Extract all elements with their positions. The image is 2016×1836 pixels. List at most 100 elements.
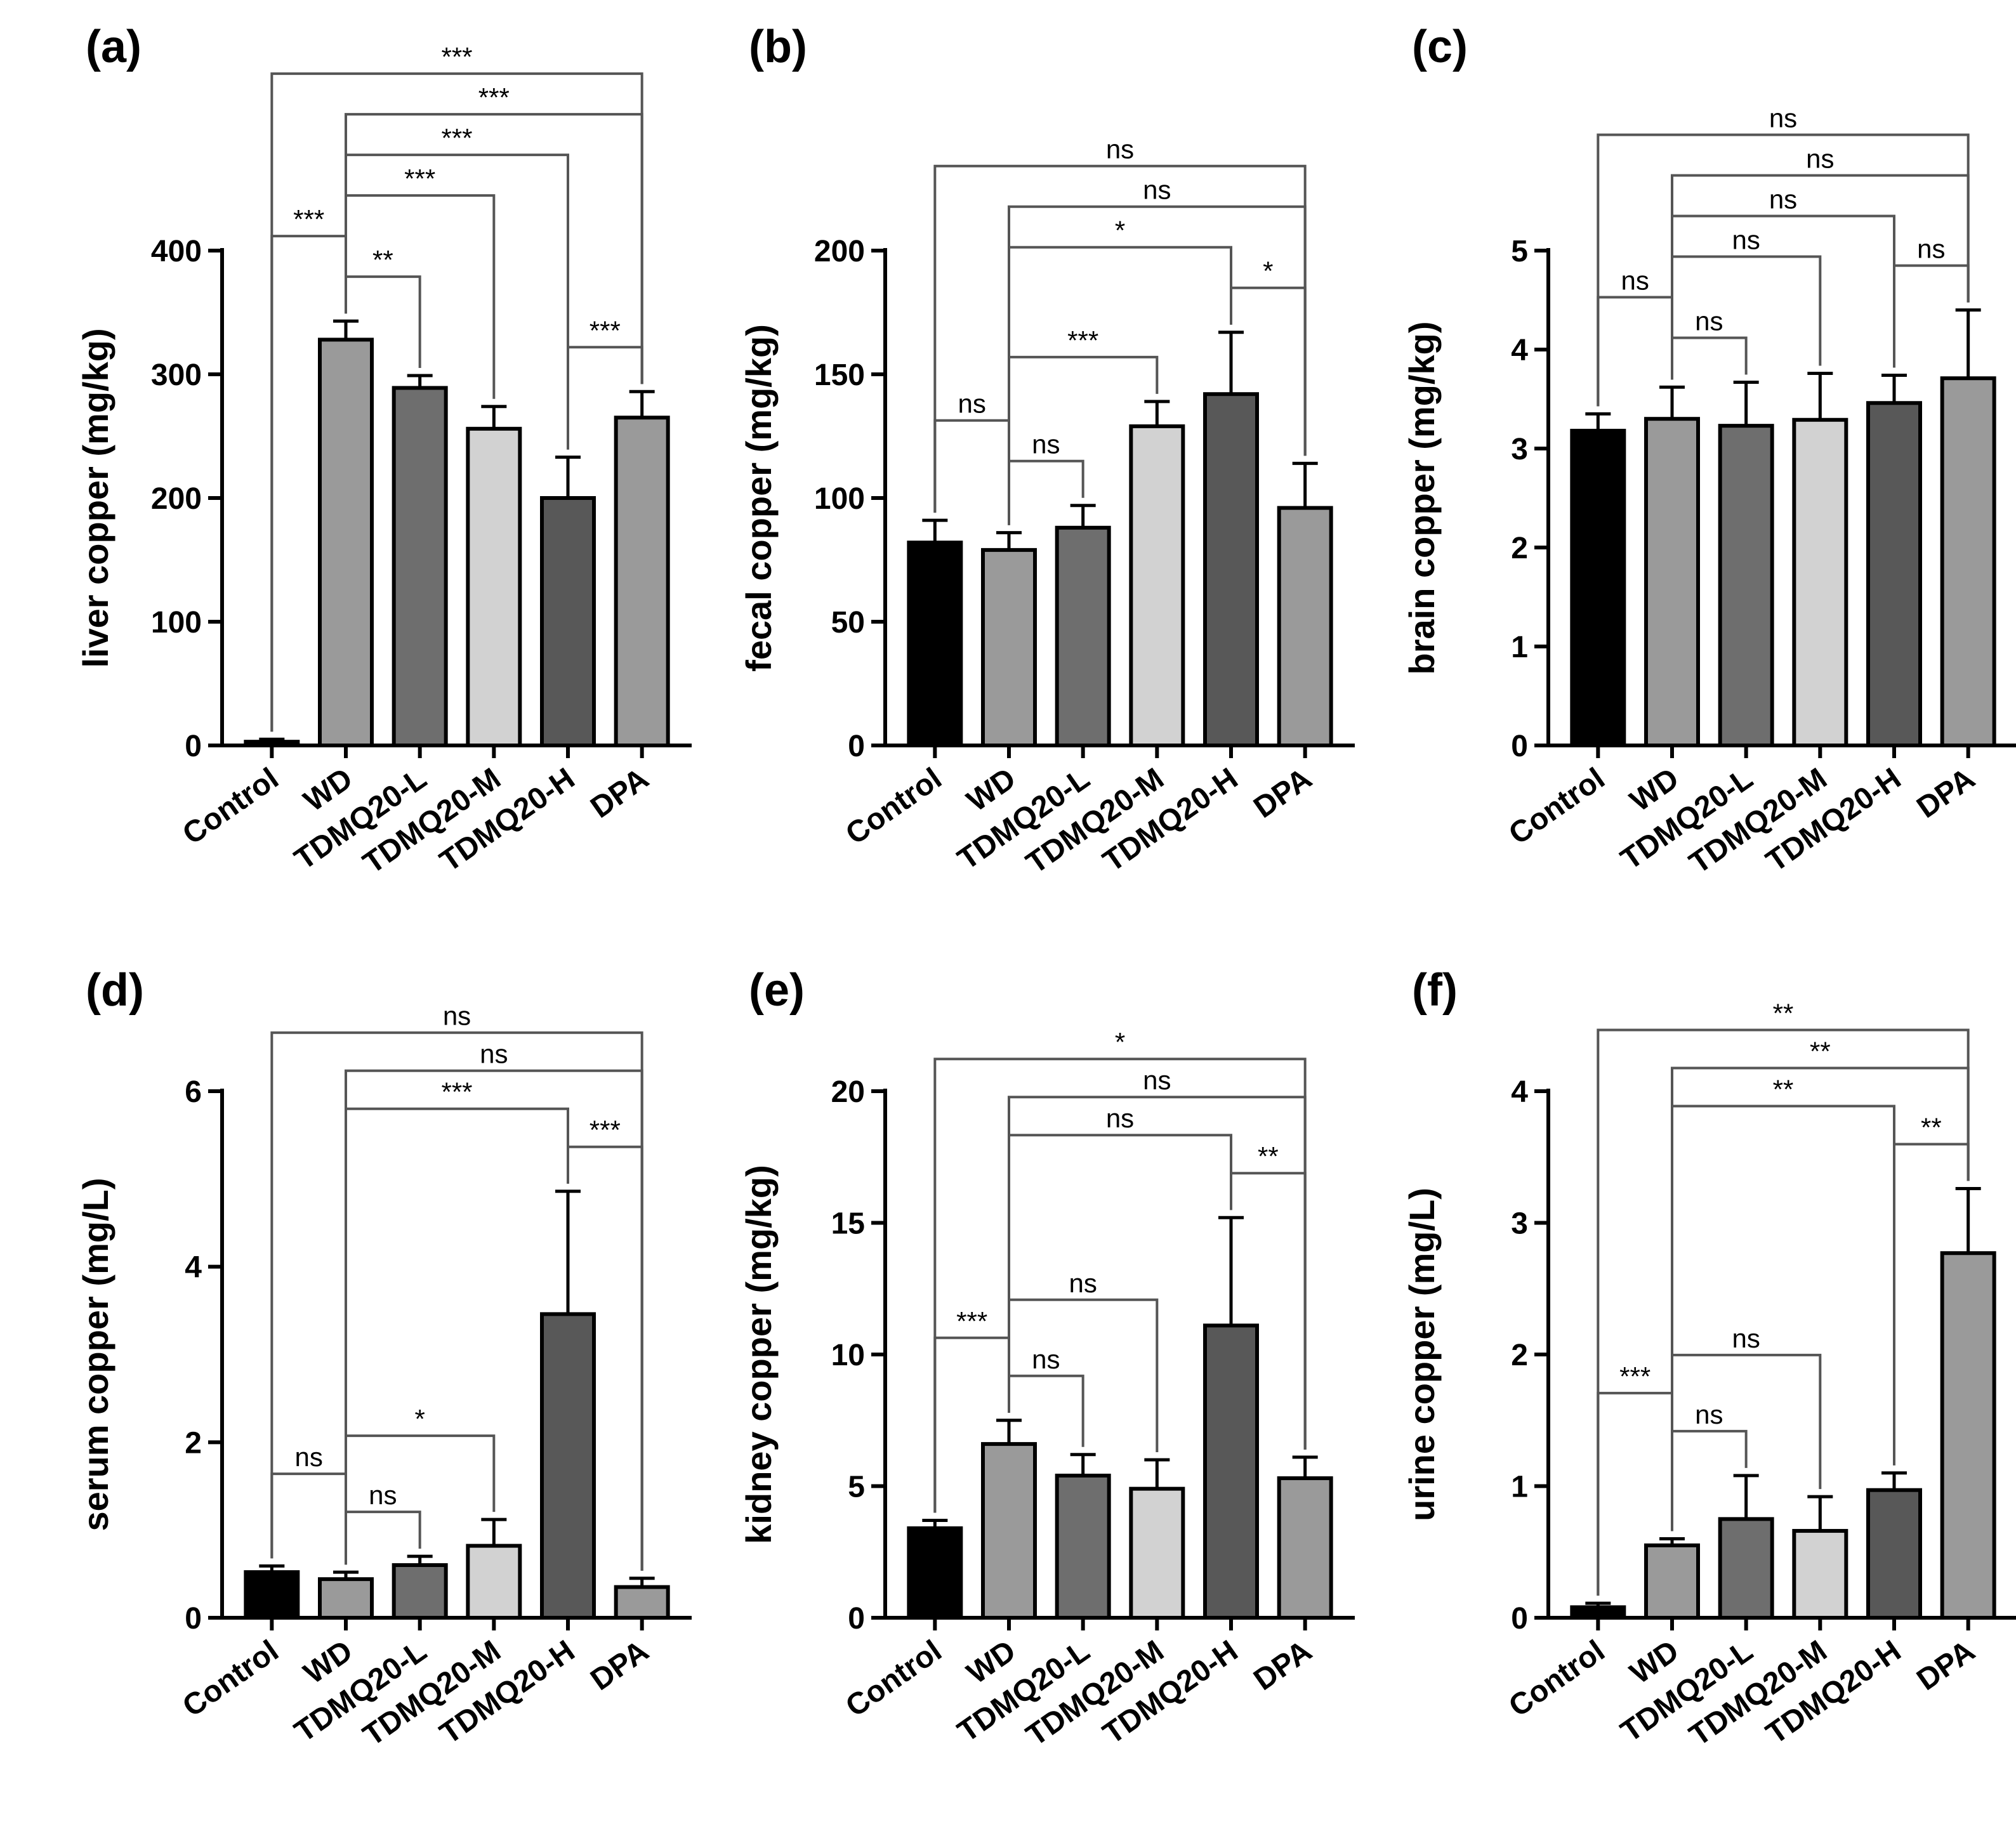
- bar-tdmq20-m: [1792, 1529, 1848, 1620]
- x-tick-label: Control: [1503, 1634, 1611, 1724]
- bar-control: [907, 541, 963, 747]
- significance-label: **: [1921, 1113, 1942, 1143]
- bar-dpa: [614, 1585, 670, 1620]
- x-tick-label: DPA: [1911, 762, 1980, 825]
- y-tick-label: 20: [831, 1075, 865, 1109]
- significance-label: ns: [1732, 225, 1760, 254]
- x-tick-label: Control: [1503, 762, 1611, 851]
- panel-label: (f): [1412, 965, 1458, 1016]
- significance-label: ns: [1143, 175, 1171, 205]
- significance-label: ns: [1769, 184, 1797, 214]
- bar-tdmq20-m: [1129, 1486, 1185, 1620]
- significance-label: ns: [1106, 134, 1134, 164]
- y-tick-label: 2: [185, 1426, 202, 1460]
- bar-tdmq20-h: [1203, 392, 1259, 747]
- y-tick-label: 300: [151, 358, 202, 392]
- significance-bracket: [1008, 1374, 1084, 1447]
- bar-tdmq20-l: [392, 1563, 448, 1620]
- y-tick-label: 0: [1511, 730, 1528, 763]
- y-axis-label: fecal copper (mg/kg): [739, 324, 779, 672]
- bar-control: [907, 1526, 963, 1620]
- bar-tdmq20-l: [1718, 1517, 1774, 1620]
- chart-panel-b: (b) fecal copper (mg/kg) 0 50 100 150 200 Contr…: [739, 22, 1355, 881]
- y-axis-label: serum copper (mg/L): [76, 1178, 115, 1531]
- y-tick-label: 4: [1511, 334, 1528, 367]
- bar-dpa: [1940, 1251, 1996, 1620]
- bar-control: [1570, 428, 1626, 747]
- y-tick-label: 150: [814, 358, 865, 392]
- significance-label: ***: [441, 123, 472, 153]
- significance-label: **: [372, 245, 393, 275]
- significance-label: ***: [404, 164, 435, 193]
- significance-bracket: [1671, 214, 1895, 380]
- y-tick-label: 1: [1511, 631, 1528, 664]
- x-tick-label: DPA: [1248, 1634, 1317, 1698]
- significance-label: ns: [1106, 1103, 1134, 1133]
- significance-label: ns: [1695, 1400, 1723, 1429]
- significance-label: ns: [1621, 265, 1649, 295]
- y-tick-label: 200: [814, 235, 865, 268]
- significance-bracket: [1671, 336, 1748, 380]
- bar-wd: [1644, 417, 1700, 747]
- bar-wd: [1644, 1543, 1700, 1620]
- y-tick-label: 10: [831, 1339, 865, 1372]
- significance-label: **: [1773, 1075, 1794, 1105]
- significance-bracket: [1597, 133, 1970, 407]
- significance-label: ns: [1917, 234, 1945, 264]
- y-axis-label: brain copper (mg/kg): [1402, 322, 1442, 675]
- significance-bracket: [933, 164, 1307, 513]
- x-tick-label: DPA: [584, 762, 654, 825]
- significance-label: ns: [1732, 1323, 1760, 1353]
- significance-label: ***: [590, 1115, 621, 1145]
- panel-label: (d): [86, 965, 144, 1016]
- y-tick-label: 15: [831, 1207, 865, 1241]
- y-tick-label: 0: [1511, 1602, 1528, 1636]
- y-tick-label: 200: [151, 482, 202, 516]
- significance-label: ***: [956, 1306, 987, 1336]
- significance-label: ns: [1695, 306, 1723, 336]
- significance-label: *: [1115, 216, 1125, 246]
- y-tick-label: 2: [1511, 532, 1528, 565]
- bar-tdmq20-l: [1055, 525, 1111, 747]
- x-tick-label: DPA: [1911, 1634, 1980, 1698]
- significance-label: ***: [1619, 1361, 1650, 1391]
- significance-bracket: [1671, 1429, 1748, 1531]
- significance-label: ns: [1806, 143, 1834, 173]
- bar-tdmq20-l: [1055, 1473, 1111, 1620]
- x-tick-label: Control: [176, 762, 284, 851]
- x-tick-label: Control: [840, 1634, 947, 1724]
- significance-bracket: [1597, 1028, 1970, 1596]
- bar-tdmq20-l: [392, 386, 448, 747]
- significance-bracket: [345, 154, 569, 450]
- bar-dpa: [614, 416, 670, 747]
- significance-label: *: [1263, 256, 1273, 286]
- bar-tdmq20-m: [1792, 417, 1848, 747]
- significance-bracket: [270, 1031, 643, 1571]
- significance-label: ns: [443, 1001, 471, 1031]
- y-tick-label: 3: [1511, 433, 1528, 466]
- bar-dpa: [1277, 506, 1333, 747]
- significance-bracket: [270, 72, 643, 732]
- significance-label: ***: [478, 82, 510, 112]
- y-tick-label: 5: [1511, 235, 1528, 268]
- significance-bracket: [1893, 264, 1970, 368]
- significance-label: *: [414, 1404, 425, 1434]
- y-tick-label: 4: [1511, 1075, 1528, 1109]
- significance-label: ns: [369, 1480, 397, 1510]
- chart-panel-a: (a) liver copper (mg/kg) 0 100 200 300 400 Cont…: [76, 22, 692, 881]
- y-tick-label: 1: [1511, 1471, 1528, 1504]
- significance-label: ns: [294, 1442, 322, 1472]
- significance-bracket: [1597, 296, 1673, 407]
- x-tick-label: Control: [176, 1634, 284, 1724]
- significance-label: **: [1258, 1141, 1279, 1171]
- significance-label: ***: [590, 315, 621, 345]
- y-tick-label: 2: [1511, 1339, 1528, 1372]
- y-axis-label: liver copper (mg/kg): [76, 328, 115, 667]
- bar-wd: [318, 1577, 374, 1620]
- bar-dpa: [1277, 1476, 1333, 1620]
- significance-label: ns: [1143, 1065, 1171, 1095]
- significance-label: ***: [293, 204, 324, 234]
- y-tick-label: 0: [848, 730, 865, 763]
